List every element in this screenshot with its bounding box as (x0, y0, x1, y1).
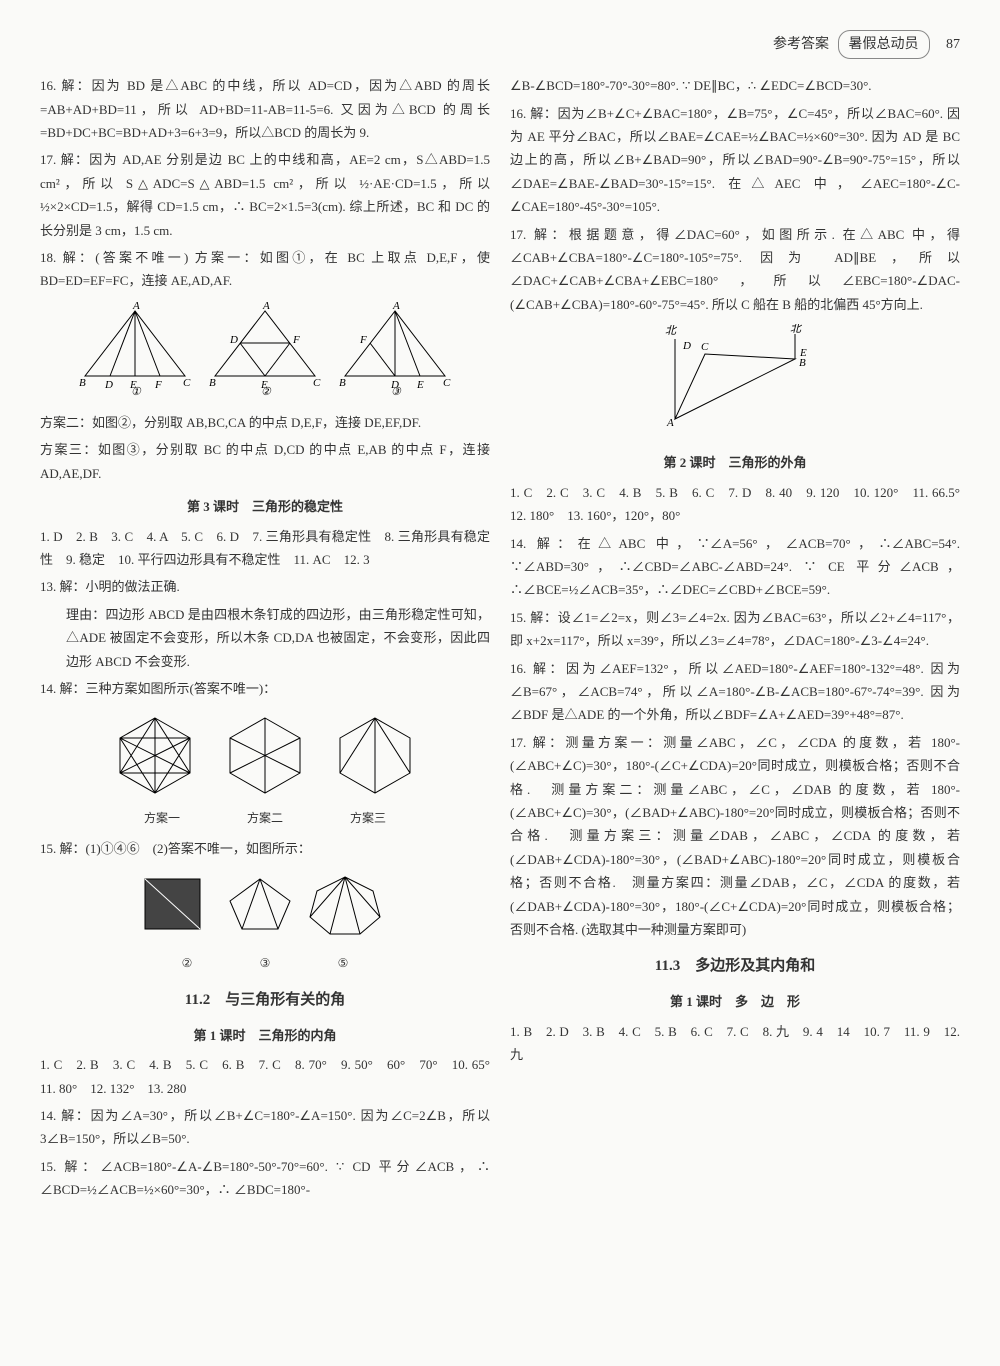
lesson113-1-title: 第 1 课时 多 边 形 (510, 990, 960, 1013)
svg-text:B: B (79, 377, 86, 389)
q18-intro: 18. 解：(答案不唯一) 方案一：如图①，在 BC 上取点 D,E,F，使 B… (40, 246, 490, 293)
scheme2-label: 方案二 (215, 808, 315, 830)
content-columns: 16. 解：因为 BD 是△ABC 的中线，所以 AD=CD，因为△ABD 的周… (40, 74, 960, 1205)
svg-text:A: A (262, 301, 270, 312)
q18-p3: 方案三：如图③，分别取 BC 的中点 D,CD 的中点 E,AB 的中点 F，连… (40, 438, 490, 485)
page-number: 87 (946, 32, 960, 57)
lesson1-inner-title: 第 1 课时 三角形的内角 (40, 1024, 490, 1047)
lesson2-answers: 1. C 2. C 3. C 4. B 5. B 6. C 7. D 8. 40… (510, 481, 960, 528)
lesson3-q15: 15. 解：(1)①④⑥ (2)答案不唯一，如图所示： (40, 837, 490, 860)
svg-text:C: C (701, 341, 709, 353)
hexagons-figure: 方案一 方案二 方案三 (40, 708, 490, 829)
svg-text:B: B (209, 377, 216, 389)
triangles-figure: ABDEFC ABDFEC ABFDEC ①②③ (40, 301, 490, 403)
svg-text:E: E (416, 379, 424, 391)
lesson1-q14: 14. 解：因为∠A=30°，所以∠B+∠C=180°-∠A=150°. 因为∠… (40, 1104, 490, 1151)
svg-text:C: C (183, 377, 191, 389)
left-column: 16. 解：因为 BD 是△ABC 的中线，所以 AD=CD，因为△ABD 的周… (40, 74, 490, 1205)
page-header: 参考答案 暑假总动员 87 (40, 30, 960, 59)
scheme-labels: 方案一 方案二 方案三 (40, 808, 490, 830)
lesson2-outer-title: 第 2 课时 三角形的外角 (510, 451, 960, 474)
svg-text:北: 北 (790, 324, 803, 335)
lesson1-q15: 15. 解：∠ACB=180°-∠A-∠B=180°-50°-70°=60°. … (40, 1155, 490, 1202)
q17-left: 17. 解：因为 AD,AE 分别是边 BC 上的中线和高，AE=2 cm，S△… (40, 148, 490, 242)
svg-text:②: ② (261, 386, 272, 396)
svg-text:B: B (339, 377, 346, 389)
lesson1-answers: 1. C 2. B 3. C 4. B 5. C 6. B 7. C 8. 70… (40, 1053, 490, 1100)
ship-figure: 北北 DE AB C (510, 324, 960, 441)
shapes-figure: ② ③ ⑤ (40, 869, 490, 975)
lesson3-q13b: 理由：四边形 ABCD 是由四根木条钉成的四边形，由三角形稳定性可知，△ADE … (40, 603, 490, 673)
svg-text:③: ③ (391, 386, 402, 396)
svg-text:A: A (132, 301, 140, 312)
lesson2-q14: 14. 解：在△ABC 中，∵∠A=56°，∠ACB=70°，∴∠ABC=54°… (510, 532, 960, 602)
svg-text:A: A (392, 301, 400, 312)
svg-text:D: D (682, 340, 691, 352)
svg-text:C: C (313, 377, 321, 389)
q16-left: 16. 解：因为 BD 是△ABC 的中线，所以 AD=CD，因为△ABD 的周… (40, 74, 490, 144)
shape3-label: ③ (228, 953, 303, 975)
scheme1-label: 方案一 (112, 808, 212, 830)
scheme3-label: 方案三 (318, 808, 418, 830)
svg-text:A: A (666, 417, 674, 429)
svg-text:B: B (799, 357, 806, 369)
lesson2-q17: 17. 解：测量方案一：测量∠ABC，∠C，∠CDA 的度数，若 180°-(∠… (510, 731, 960, 942)
right-column: ∠B-∠BCD=180°-70°-30°=80°. ∵ DE∥BC，∴ ∠EDC… (510, 74, 960, 1205)
svg-text:F: F (359, 334, 367, 346)
shape-labels: ② ③ ⑤ (40, 953, 490, 975)
q17-right: 17. 解：根据题意，得∠DAC=60°，如图所示. 在△ABC 中，得∠CAB… (510, 223, 960, 317)
q18-p2: 方案二：如图②，分别取 AB,BC,CA 的中点 D,E,F，连接 DE,EF,… (40, 411, 490, 434)
q15-cont: ∠B-∠BCD=180°-70°-30°=80°. ∵ DE∥BC，∴ ∠EDC… (510, 74, 960, 97)
section-113-title: 11.3 多边形及其内角和 (510, 953, 960, 980)
lesson2-q16: 16. 解：因为∠AEF=132°，所以∠AED=180°-∠AEF=180°-… (510, 657, 960, 727)
lesson3-answers: 1. D 2. B 3. C 4. A 5. C 6. D 7. 三角形具有稳定… (40, 525, 490, 572)
shape2-label: ② (150, 953, 225, 975)
ref-answers-label: 参考答案 (773, 37, 829, 52)
svg-text:F: F (154, 379, 162, 391)
svg-text:D: D (104, 379, 113, 391)
svg-text:①: ① (131, 386, 142, 396)
q16-right: 16. 解：因为∠B+∠C+∠BAC=180°，∠B=75°，∠C=45°，所以… (510, 102, 960, 219)
lesson3-q13: 13. 解：小明的做法正确. (40, 575, 490, 598)
lesson3-q14: 14. 解：三种方案如图所示(答案不唯一)： (40, 677, 490, 700)
shape5-label: ⑤ (306, 953, 381, 975)
svg-text:F: F (292, 334, 300, 346)
svg-text:D: D (229, 334, 238, 346)
book-badge: 暑假总动员 (838, 30, 930, 59)
svg-text:北: 北 (665, 324, 678, 337)
section-112-title: 11.2 与三角形有关的角 (40, 987, 490, 1014)
lesson113-answers: 1. B 2. D 3. B 4. C 5. B 6. C 7. C 8. 九 … (510, 1020, 960, 1067)
lesson3-title: 第 3 课时 三角形的稳定性 (40, 495, 490, 518)
lesson2-q15: 15. 解：设∠1=∠2=x，则∠3=∠4=2x. 因为∠BAC=63°，所以∠… (510, 606, 960, 653)
svg-text:C: C (443, 377, 451, 389)
